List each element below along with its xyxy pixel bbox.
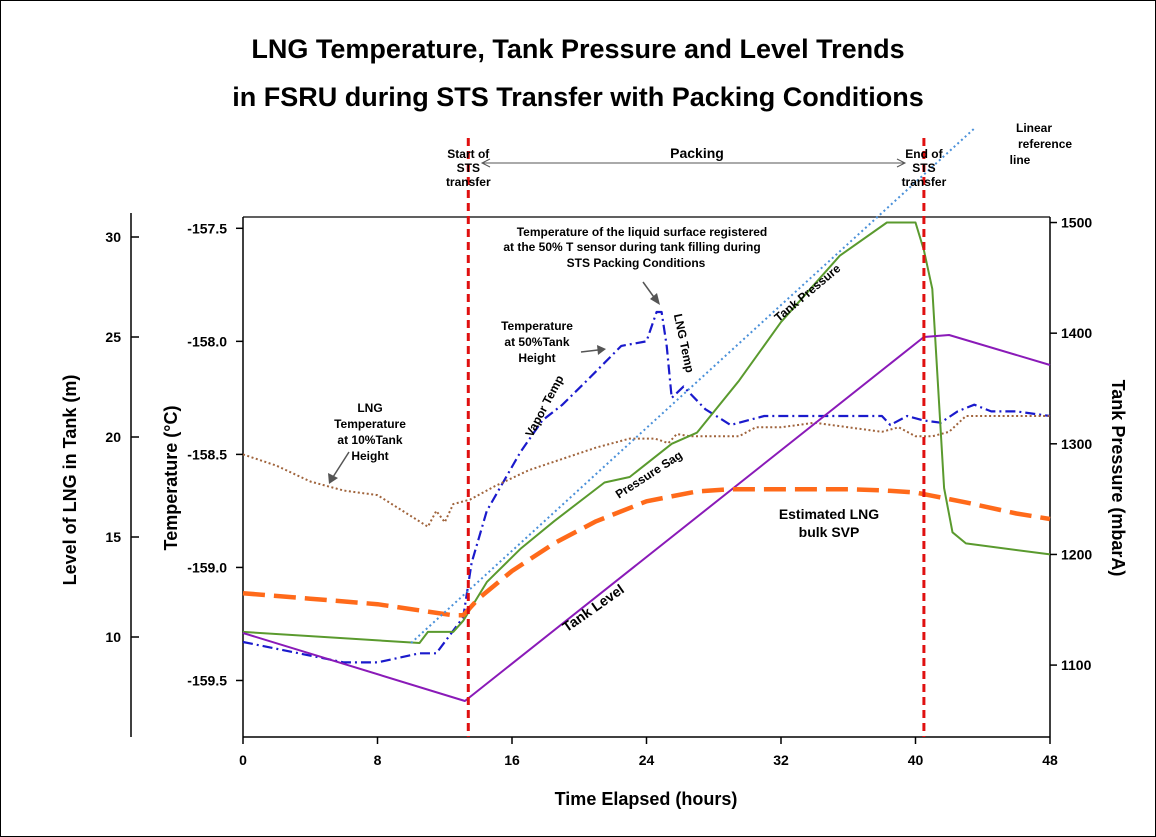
temp-tick-label: -159.0: [187, 559, 227, 575]
level-tick-label: 25: [105, 329, 121, 345]
linear-reference-label: Linear reference line: [1010, 121, 1073, 167]
svg-text:reference: reference: [1018, 137, 1072, 151]
level-tick-label: 15: [105, 529, 121, 545]
temp-10pct-annotation: LNG Temperature at 10%Tank Height: [334, 401, 406, 463]
x-tick-label: 0: [239, 752, 247, 768]
temp-50pct-pointer: [580, 345, 606, 355]
temp-tick-label: -158.0: [187, 333, 227, 349]
series-line-tank-level: [242, 334, 1051, 702]
pressure-tick-label: 1300: [1061, 436, 1092, 452]
temp-50pct-annotation: Temperature at 50%Tank Height: [501, 319, 573, 365]
x-tick-label: 48: [1042, 752, 1058, 768]
right-axis-label: Tank Pressure (mbarA): [1108, 380, 1128, 577]
temp-10pct-pointer: [328, 451, 350, 484]
svg-text:at 50%Tank: at 50%Tank: [504, 335, 569, 349]
x-tick-label: 8: [374, 752, 382, 768]
svg-text:line: line: [1010, 153, 1031, 167]
series-line-reference: [410, 127, 975, 644]
svg-text:Temperature of the liquid surf: Temperature of the liquid surface regist…: [517, 225, 768, 239]
x-tick-label: 16: [504, 752, 520, 768]
vapor-temp-label: Vapor Temp: [522, 373, 566, 439]
level-tick-label: 10: [105, 629, 121, 645]
level-tick-label: 20: [105, 429, 121, 445]
x-tick-label: 24: [639, 752, 655, 768]
event-label: transfer: [902, 175, 947, 189]
svp-label: Estimated LNG bulk SVP: [779, 506, 879, 540]
x-tick-label: 32: [773, 752, 789, 768]
surface-temp-annotation: Temperature of the liquid surface regist…: [503, 225, 767, 270]
packing-arrow: [480, 158, 907, 168]
lng-temp-label: LNG Temp: [671, 312, 697, 373]
event-label: transfer: [446, 175, 491, 189]
left-outer-axis-label: Level of LNG in Tank (m): [60, 375, 80, 586]
event-label: Start of: [447, 147, 490, 161]
series-line-temp-10pct: [242, 415, 1050, 528]
packing-label: Packing: [670, 145, 724, 161]
left-inner-axis-label: Temperature (°C): [161, 406, 181, 551]
event-label: STS: [912, 161, 935, 175]
series-line-tank-pressure: [242, 221, 1051, 644]
svg-text:at the 50% T sensor during tan: at the 50% T sensor during tank filling …: [503, 240, 760, 254]
svg-text:Estimated LNG: Estimated LNG: [779, 506, 879, 522]
pressure-tick-label: 1400: [1061, 325, 1092, 341]
pressure-tick-label: 1500: [1061, 215, 1092, 231]
chart-title-line2: in FSRU during STS Transfer with Packing…: [232, 82, 924, 112]
temp-tick-label: -158.5: [187, 446, 227, 462]
svg-text:Height: Height: [351, 449, 388, 463]
level-tick-label: 30: [105, 229, 121, 245]
event-label: End of: [905, 147, 943, 161]
surface-temp-pointer: [642, 281, 660, 305]
svg-text:Temperature: Temperature: [501, 319, 573, 333]
tank-pressure-label: Tank Pressure: [772, 261, 844, 325]
pressure-sag-label: Pressure Sag: [613, 448, 685, 502]
event-label: STS: [457, 161, 480, 175]
svg-text:at 10%Tank: at 10%Tank: [337, 433, 402, 447]
series-line-vapor-temp: [242, 310, 1051, 664]
svg-text:Temperature: Temperature: [334, 417, 406, 431]
chart-title-line1: LNG Temperature, Tank Pressure and Level…: [251, 34, 904, 64]
tank-level-label: Tank Level: [559, 581, 627, 635]
temp-tick-label: -157.5: [187, 220, 227, 236]
x-tick-label: 40: [908, 752, 924, 768]
series-line-svp: [242, 486, 1051, 618]
x-axis-label: Time Elapsed (hours): [555, 789, 738, 809]
svg-text:LNG: LNG: [357, 401, 382, 415]
svg-text:bulk SVP: bulk SVP: [799, 524, 860, 540]
svg-text:Linear: Linear: [1016, 121, 1052, 135]
svg-text:STS Packing Conditions: STS Packing Conditions: [567, 256, 706, 270]
svg-text:Height: Height: [518, 351, 555, 365]
temp-tick-label: -159.5: [187, 672, 227, 688]
pressure-tick-label: 1100: [1061, 657, 1092, 673]
pressure-tick-label: 1200: [1061, 546, 1092, 562]
